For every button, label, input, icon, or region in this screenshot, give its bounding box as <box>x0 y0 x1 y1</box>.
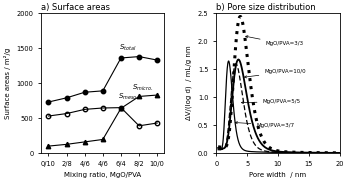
Text: $S_{micro.}$: $S_{micro.}$ <box>132 83 153 93</box>
Text: MgO/PVA=10/0: MgO/PVA=10/0 <box>245 70 306 78</box>
Text: MgO/PVA=5/5: MgO/PVA=5/5 <box>241 99 300 104</box>
Y-axis label: Surface areas / m²/g: Surface areas / m²/g <box>4 48 11 119</box>
Text: $S_{total}$: $S_{total}$ <box>119 43 137 53</box>
X-axis label: Mixing ratio, MgO/PVA: Mixing ratio, MgO/PVA <box>64 172 141 178</box>
X-axis label: Pore width  / nm: Pore width / nm <box>249 172 307 178</box>
Text: $S_{meso.}$: $S_{meso.}$ <box>118 92 139 102</box>
Y-axis label: ΔV/(log d)  / mL/g nm: ΔV/(log d) / mL/g nm <box>186 46 192 120</box>
Text: MgO/PVA=3/3: MgO/PVA=3/3 <box>246 36 304 46</box>
Text: MgO/PVA=3/7: MgO/PVA=3/7 <box>235 122 294 128</box>
Text: a) Surface areas: a) Surface areas <box>41 3 110 12</box>
Text: b) Pore size distribution: b) Pore size distribution <box>216 3 316 12</box>
